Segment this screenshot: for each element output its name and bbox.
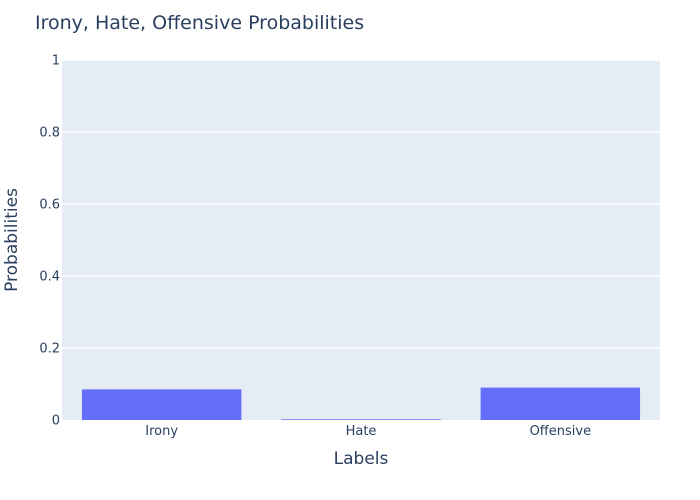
y-tick-label: 0.4 <box>39 270 60 285</box>
y-tick-label: 0 <box>52 414 60 429</box>
x-axis-title: Labels <box>334 449 389 469</box>
y-axis-title: Probabilities <box>2 188 22 292</box>
bar-hate[interactable] <box>281 419 441 420</box>
y-tick-label: 1 <box>52 54 60 69</box>
bar-irony[interactable] <box>81 389 242 420</box>
plot-area <box>62 60 660 420</box>
bars <box>81 387 641 420</box>
x-tick-label: Irony <box>145 424 178 439</box>
chart-title: Irony, Hate, Offensive Probabilities <box>35 12 364 34</box>
y-tick-label: 0.2 <box>39 342 60 357</box>
y-axis-ticks: 0 0.2 0.4 0.6 0.8 1 <box>39 54 60 429</box>
y-tick-label: 0.8 <box>39 126 60 141</box>
bar-offensive[interactable] <box>480 387 641 420</box>
x-axis-ticks: Irony Hate Offensive <box>145 424 591 439</box>
gridlines <box>62 59 660 349</box>
x-tick-label: Hate <box>346 424 377 439</box>
y-tick-label: 0.6 <box>39 198 60 213</box>
x-tick-label: Offensive <box>530 424 592 439</box>
